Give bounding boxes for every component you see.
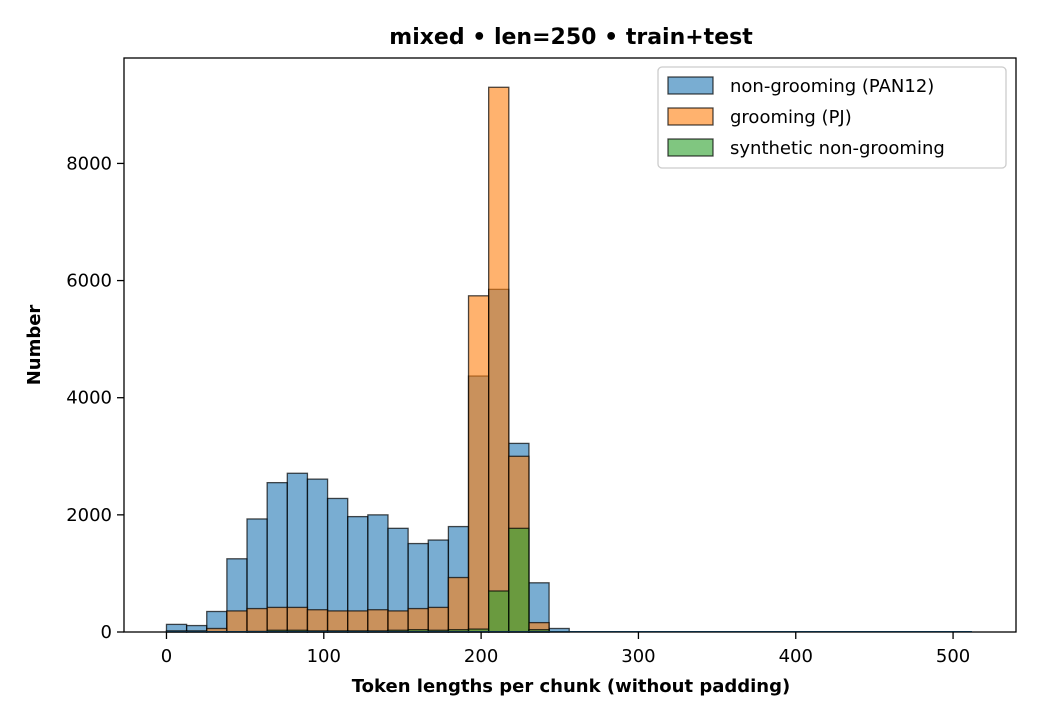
bar-series2-bin17 [488, 86, 510, 633]
legend-label-1: non-grooming (PAN12) [730, 76, 934, 97]
bar-series3-bin17 [488, 590, 510, 633]
x-axis: 0 100 200 300 400 500 [161, 632, 970, 667]
y-tick-label: 8000 [66, 153, 112, 174]
bar-series2-bin16 [467, 295, 490, 633]
y-tick-label: 0 [101, 622, 112, 643]
bar-series2-bin9 [326, 610, 349, 633]
x-tick-label: 300 [621, 646, 655, 667]
x-axis-title: Token lengths per chunk (without padding… [352, 676, 791, 697]
bar-series2-bin8 [306, 609, 329, 633]
x-tick-label: 200 [464, 646, 498, 667]
x-tick-label: 400 [779, 646, 813, 667]
bar-series1-bin8 [306, 478, 329, 633]
bar-series2-bin4 [226, 610, 248, 633]
bar-series2-bin13 [407, 607, 429, 633]
plot-frame [123, 57, 1017, 633]
legend-label-2: grooming (PJ) [730, 107, 852, 128]
y-tick-label: 2000 [66, 505, 112, 526]
bar-series2-bin10 [347, 610, 369, 633]
bar-series2-bin7 [286, 606, 309, 633]
y-axis: 0 2000 4000 6000 8000 [66, 153, 124, 643]
chart-title: mixed • len=250 • train+test [389, 25, 753, 50]
y-tick-label: 6000 [66, 271, 112, 292]
bar-series3-bin18 [508, 527, 530, 633]
bar-series2-bin12 [387, 610, 409, 633]
bar-series2-bin11 [367, 609, 389, 633]
bar-series2-bin5 [246, 607, 268, 633]
x-tick-label: 100 [307, 646, 341, 667]
legend-swatch-1 [667, 76, 714, 95]
x-tick-label: 500 [936, 646, 970, 667]
legend-swatch-2 [667, 107, 714, 126]
y-tick-label: 4000 [66, 388, 112, 409]
legend: non-grooming (PAN12) grooming (PJ) synthet… [657, 66, 1007, 169]
bar-series2-bin14 [427, 606, 450, 633]
bars-layer [165, 86, 972, 633]
bar-series2-bin15 [447, 576, 470, 633]
legend-box [657, 66, 1007, 169]
bar-series2-bin6 [266, 606, 288, 633]
x-tick-label: 0 [161, 646, 172, 667]
legend-label-3: synthetic non-grooming [730, 138, 945, 159]
legend-swatch-3 [667, 138, 714, 157]
y-axis-title: Number [24, 305, 45, 386]
